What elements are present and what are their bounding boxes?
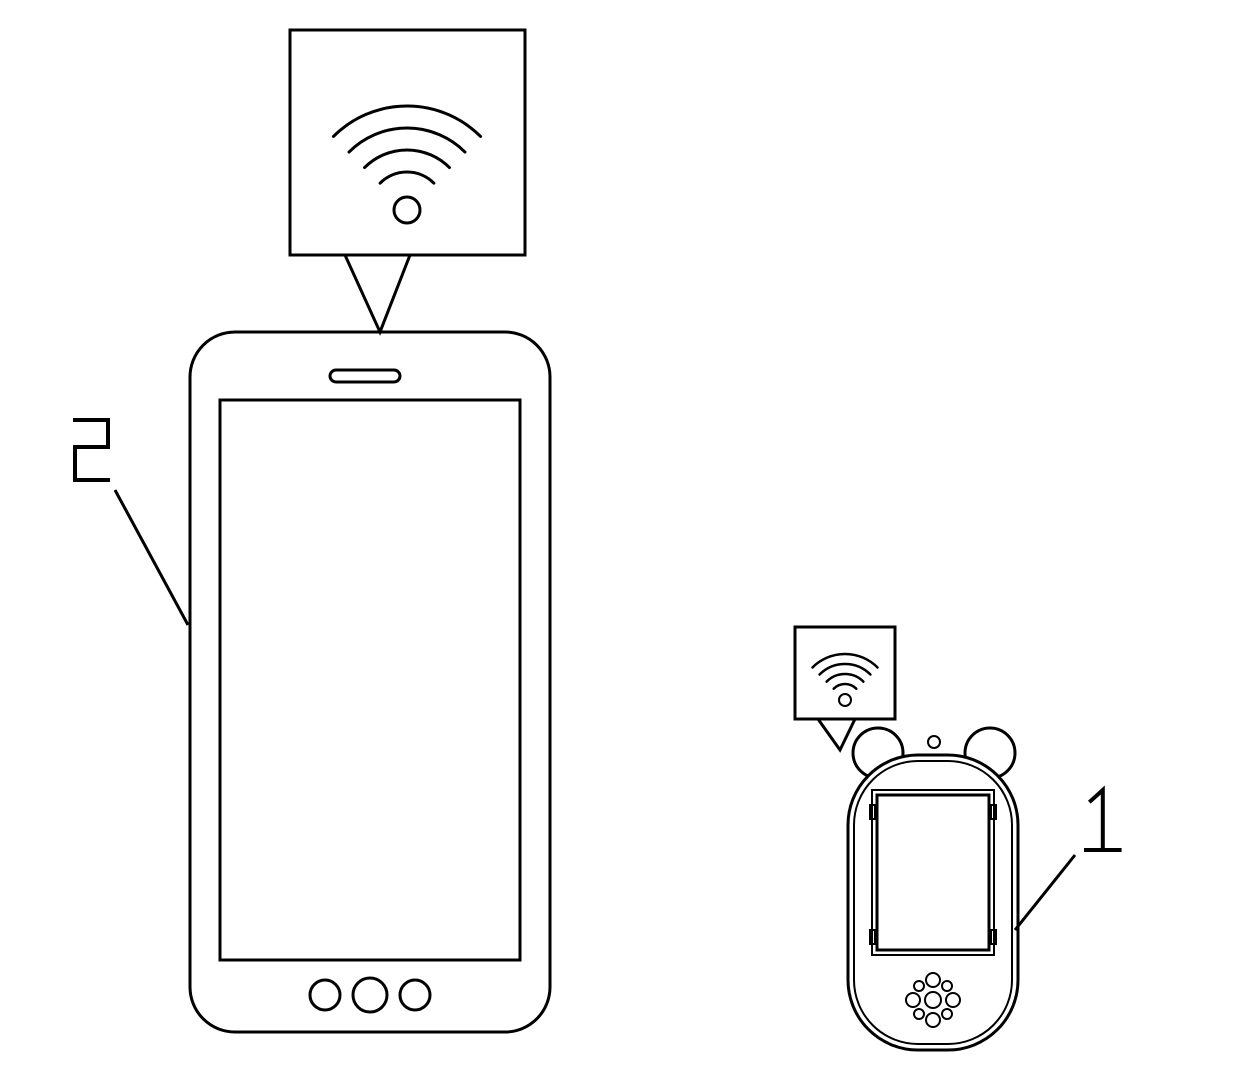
wifi-arc-3 — [333, 106, 480, 136]
small-device-hang-ring — [928, 736, 940, 748]
leader-line-2 — [115, 490, 188, 625]
large-callout-box — [290, 30, 525, 255]
large-phone-speaker — [330, 370, 400, 382]
small-wifi-arc-0 — [834, 684, 857, 689]
small-wifi-arc-1 — [827, 674, 864, 682]
large-phone-body — [190, 332, 550, 1032]
wifi-arc-2 — [349, 128, 465, 152]
wifi-arc-0 — [380, 172, 434, 183]
large-phone-button-0 — [310, 980, 340, 1010]
label-2-digit — [75, 420, 108, 480]
small-callout-pointer — [818, 719, 855, 750]
large-phone-screen — [220, 400, 520, 960]
wifi-icon — [839, 694, 851, 706]
wifi-icon — [394, 197, 420, 223]
small-wifi-arc-3 — [812, 654, 877, 667]
wifi-arc-1 — [365, 150, 450, 168]
leader-line-1 — [1015, 855, 1075, 930]
diagram-canvas — [0, 0, 1240, 1080]
small-device-body — [848, 755, 1018, 1050]
large-phone-button-1 — [353, 978, 387, 1012]
large-phone-button-2 — [400, 980, 430, 1010]
large-callout-pointer — [345, 255, 410, 332]
label-1-digit — [1086, 790, 1120, 850]
